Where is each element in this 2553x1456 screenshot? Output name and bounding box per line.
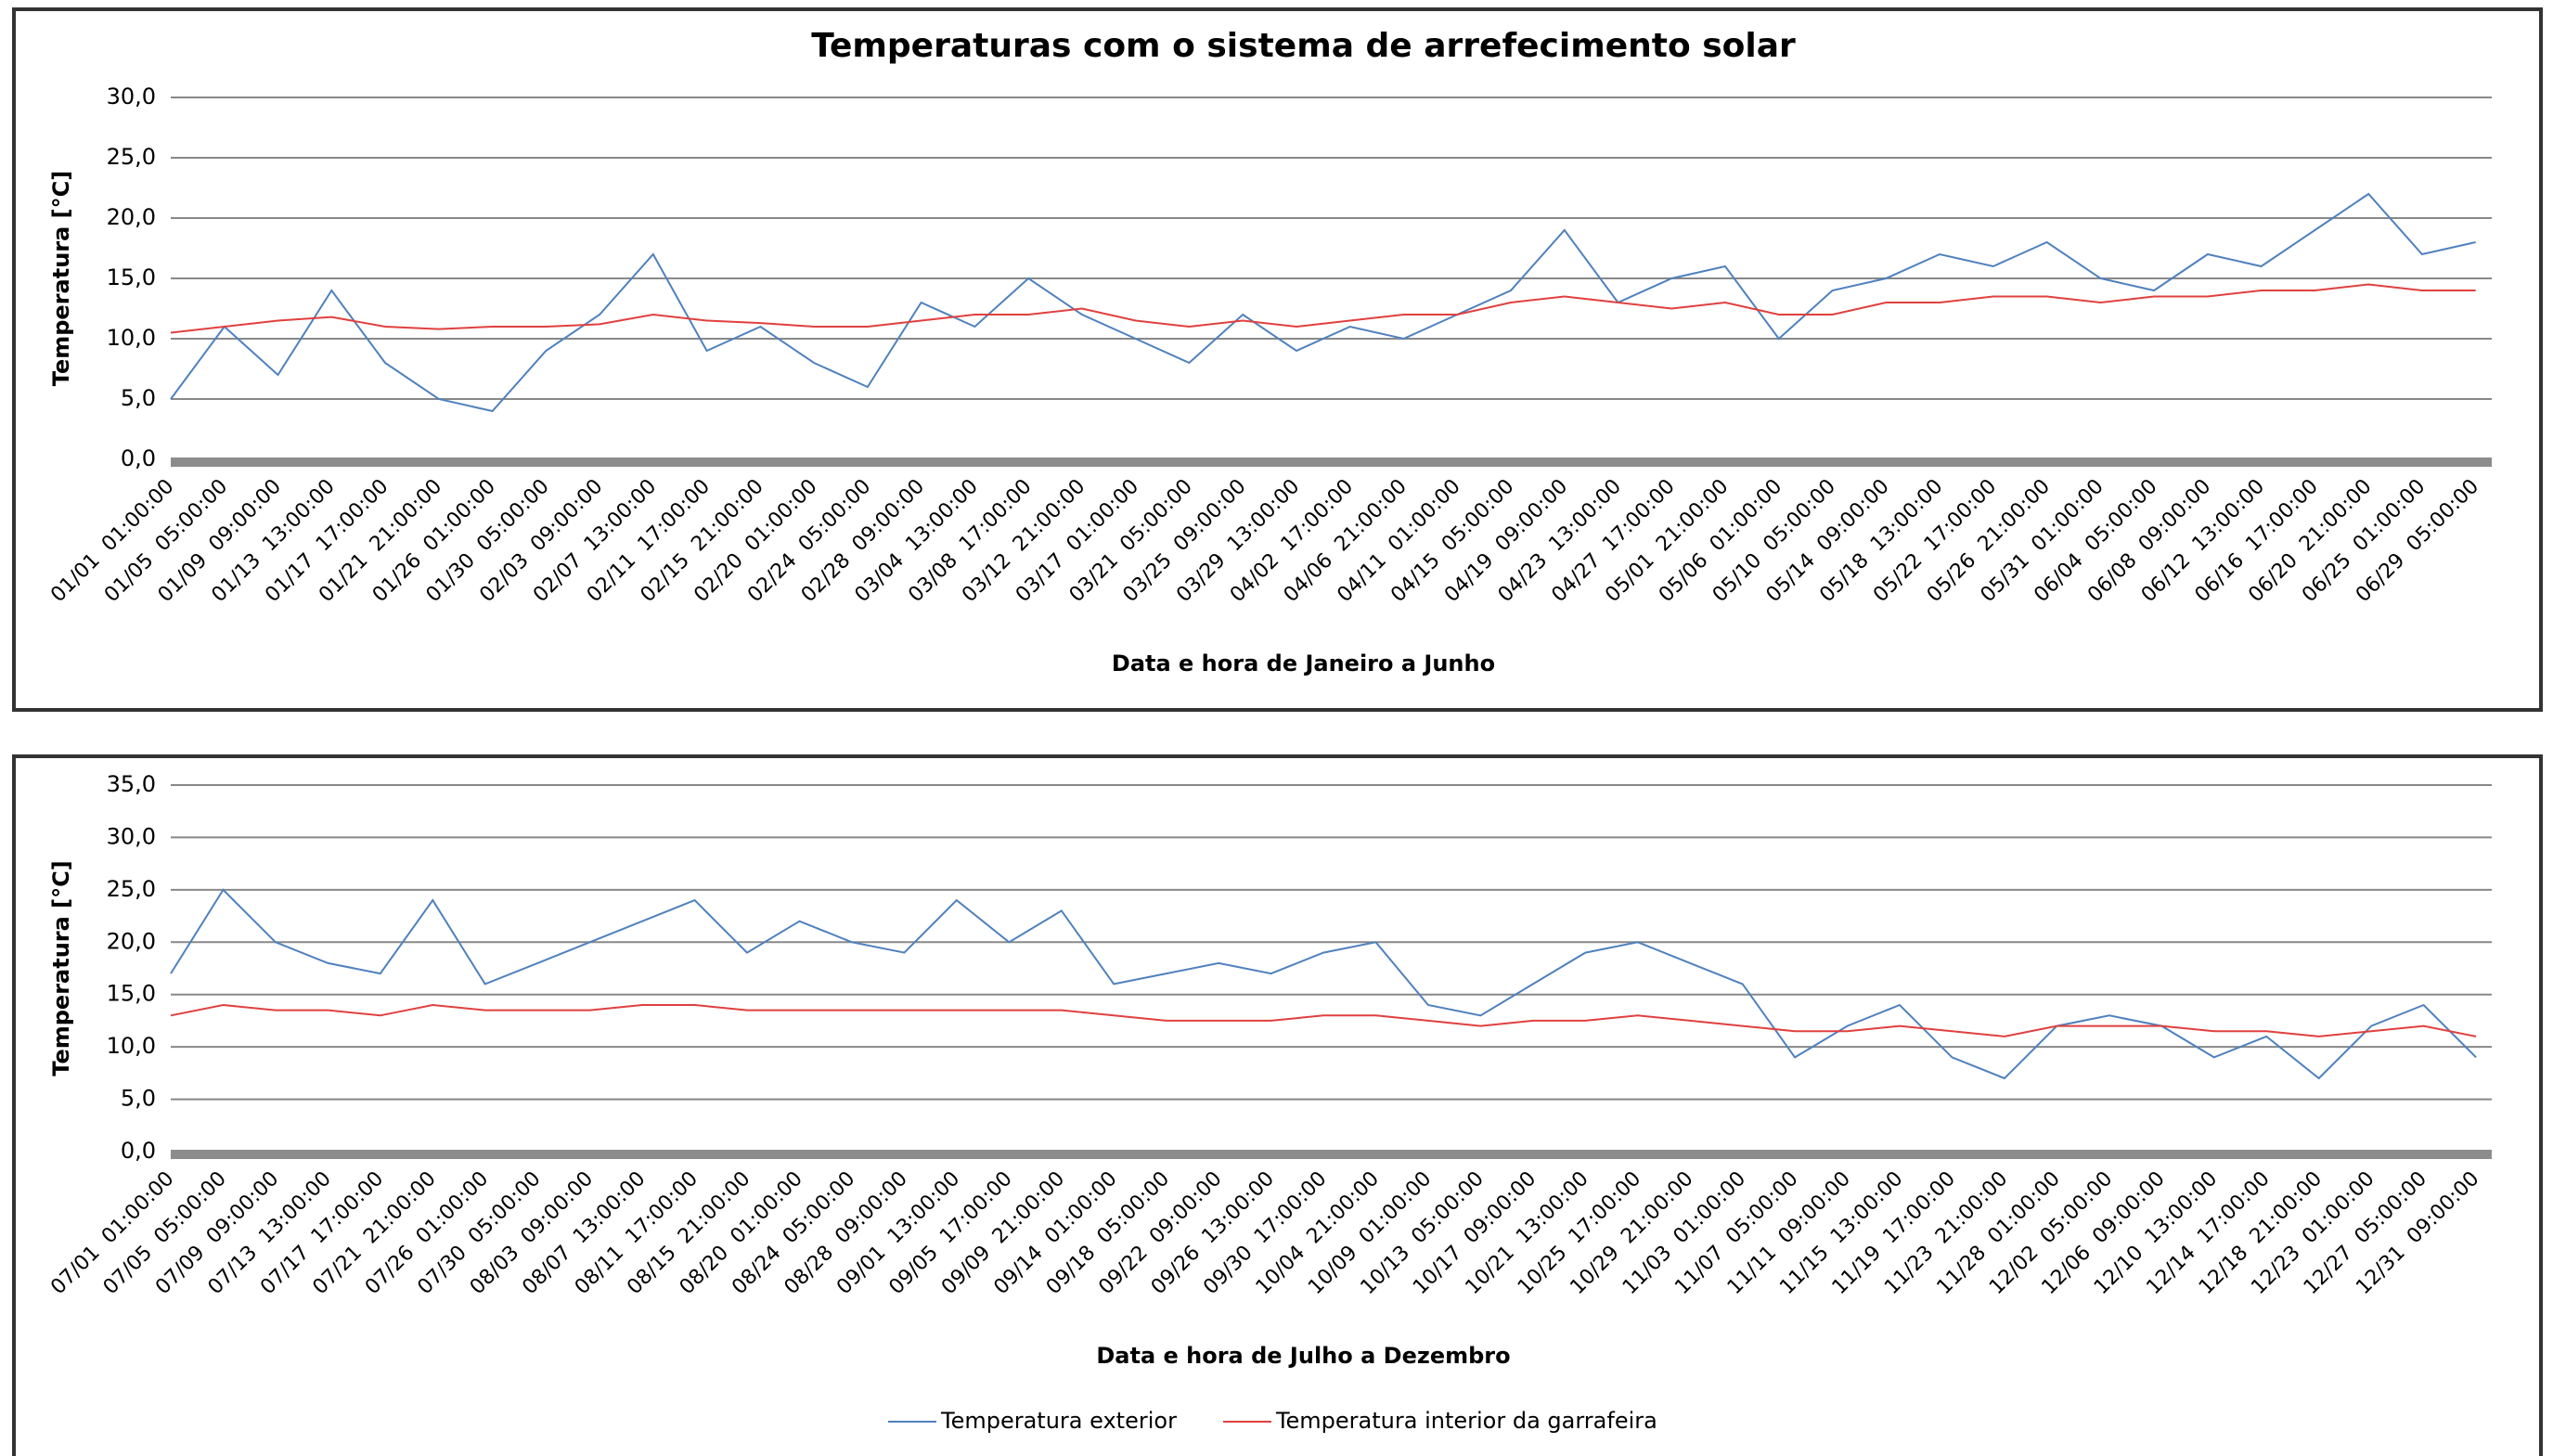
- y-tick-label: 0,0: [121, 445, 156, 471]
- y-tick-label: 15,0: [107, 264, 156, 290]
- legend-label: Temperatura exterior: [940, 1408, 1177, 1434]
- y-tick-label: 0,0: [121, 1138, 156, 1164]
- chart-title: Temperaturas com o sistema de arrefecime…: [811, 27, 1796, 65]
- x-axis-title: Data e hora de Janeiro a Junho: [1112, 651, 1495, 676]
- series-line: [170, 888, 2477, 1080]
- y-axis-title: Temperatura [°C]: [48, 860, 74, 1076]
- y-tick-label: 10,0: [107, 1033, 156, 1059]
- series-line: [170, 192, 2476, 413]
- series-line: [170, 1003, 2477, 1037]
- panel-frame: [12, 754, 2543, 1456]
- x-axis: [171, 457, 2492, 467]
- y-tick-label: 30,0: [107, 84, 156, 110]
- y-tick-label: 25,0: [107, 144, 156, 170]
- y-tick-label: 5,0: [121, 1086, 156, 1112]
- y-tick-label: 25,0: [107, 876, 156, 902]
- legend-label: Temperatura interior da garrafeira: [1275, 1408, 1657, 1434]
- y-tick-label: 10,0: [107, 325, 156, 351]
- y-tick-label: 5,0: [121, 385, 156, 411]
- y-tick-label: 20,0: [107, 928, 156, 954]
- y-tick-label: 20,0: [107, 204, 156, 230]
- y-axis-title: Temperatura [°C]: [48, 171, 74, 386]
- panel-frame: [12, 7, 2543, 712]
- y-tick-label: 30,0: [107, 823, 156, 849]
- x-axis: [171, 1150, 2492, 1159]
- series-line: [170, 283, 2476, 334]
- x-axis-title: Data e hora de Julho a Dezembro: [1096, 1343, 1510, 1369]
- y-tick-label: 35,0: [107, 771, 156, 797]
- y-tick-label: 15,0: [107, 981, 156, 1007]
